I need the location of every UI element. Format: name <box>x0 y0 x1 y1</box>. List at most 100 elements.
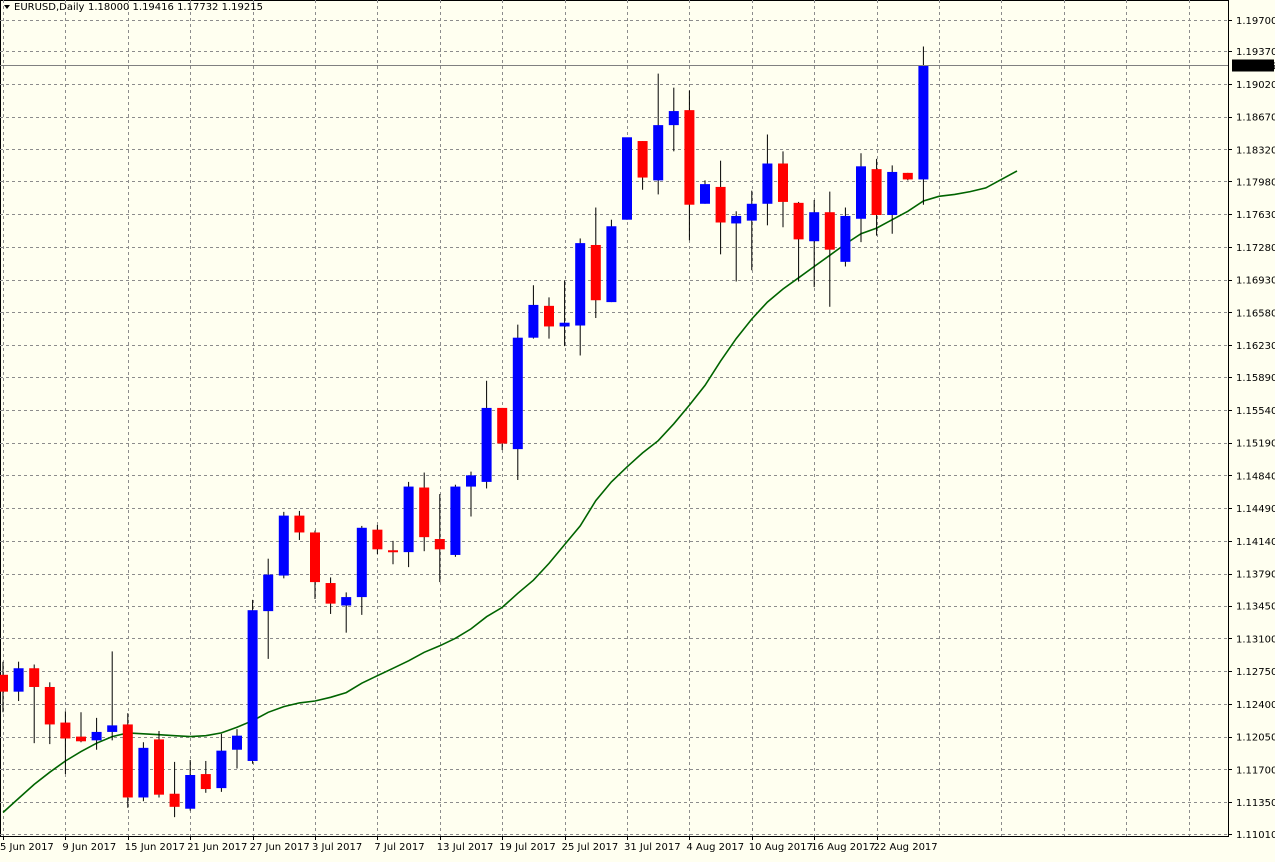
y-tick-label: 1.12750 <box>1236 667 1275 678</box>
candle-body-bear <box>497 407 508 444</box>
candle <box>809 200 820 288</box>
candle <box>0 661 8 713</box>
y-tick-label: 1.18320 <box>1236 145 1275 156</box>
candle-body-bull <box>263 574 274 612</box>
candle-body-bull <box>512 337 523 450</box>
candle <box>497 407 508 451</box>
y-tick-label: 1.11350 <box>1236 798 1275 809</box>
candle-body-bull <box>138 747 149 798</box>
y-tick-label: 1.15890 <box>1236 373 1275 384</box>
candle-body-bull <box>809 212 820 242</box>
x-tick-label: 15 Jun 2017 <box>125 842 185 853</box>
candle <box>762 134 773 226</box>
y-tick-label: 1.12050 <box>1236 733 1275 744</box>
candle-body-bull <box>731 215 742 224</box>
candle <box>263 558 274 659</box>
candle <box>700 180 710 204</box>
candle <box>544 297 554 339</box>
candle-body-bear <box>310 532 320 583</box>
candle-body-bull <box>91 731 102 741</box>
candle <box>216 733 227 792</box>
candle-body-bull <box>575 243 586 326</box>
candle-body-bear <box>294 515 305 533</box>
candle <box>590 207 601 319</box>
candle-body-bull <box>762 163 773 204</box>
candle <box>856 153 866 243</box>
x-tick-label: 19 Jul 2017 <box>499 842 556 853</box>
candle-body-bull <box>216 750 227 789</box>
candle-body-bull <box>403 486 414 553</box>
candle <box>278 511 289 579</box>
candle <box>122 713 133 808</box>
dropdown-arrow-icon[interactable] <box>4 5 10 9</box>
candle-body-bear <box>824 212 835 250</box>
x-tick-label: 21 Jun 2017 <box>187 842 247 853</box>
x-tick-label: 13 Jul 2017 <box>437 842 494 853</box>
y-tick-label: 1.17980 <box>1236 177 1275 188</box>
candle <box>138 742 149 802</box>
candle <box>434 494 445 583</box>
chart-header: EURUSD,Daily 1.18000 1.19416 1.17732 1.1… <box>4 2 263 13</box>
candle <box>715 160 726 255</box>
y-tick-label: 1.14490 <box>1236 504 1275 515</box>
candle-body-bull <box>247 610 258 761</box>
candle <box>232 729 242 769</box>
candle <box>185 760 196 811</box>
candle <box>388 540 398 565</box>
candle <box>372 524 383 555</box>
candle <box>310 530 320 599</box>
y-tick-label: 1.13100 <box>1236 634 1275 645</box>
candle-body-bear <box>372 529 383 550</box>
candle <box>559 280 570 347</box>
candle <box>419 472 430 552</box>
candle-body-bull <box>232 735 242 750</box>
y-tick-label: 1.11010 <box>1236 830 1275 841</box>
candle <box>606 219 617 303</box>
candle-body-bull <box>746 203 757 221</box>
candle-body-bull <box>481 407 492 482</box>
candle-body-bull <box>341 597 352 606</box>
candle-body-bull <box>450 486 461 555</box>
candle <box>824 191 835 307</box>
candle-body-bear <box>60 722 71 739</box>
y-tick-label: 1.19370 <box>1236 47 1275 58</box>
candle-body-bull <box>356 527 367 598</box>
y-tick-label: 1.13790 <box>1236 570 1275 581</box>
candle-body-bull <box>840 215 851 262</box>
y-tick-label: 1.14140 <box>1236 537 1275 548</box>
candle-body-bear <box>637 141 648 178</box>
x-tick-label: 9 Jun 2017 <box>62 842 116 853</box>
candle-body-bear <box>169 793 180 807</box>
x-tick-label: 10 Aug 2017 <box>749 842 813 853</box>
candle-body-bull <box>918 65 929 180</box>
plot-frame <box>0 0 1229 837</box>
candle-body-bull <box>185 775 196 809</box>
candle-body-bull <box>856 166 866 219</box>
candle-body-bull <box>700 184 710 204</box>
candle-body-bull <box>107 725 118 732</box>
candles-layer <box>0 46 929 818</box>
candle-body-bull <box>668 111 679 126</box>
candle-body-bear <box>419 487 430 538</box>
x-tick-label: 31 Jul 2017 <box>624 842 681 853</box>
candle <box>466 471 476 517</box>
current-price-label: 1.19215 <box>1232 59 1275 73</box>
y-tick-label: 1.12400 <box>1236 700 1275 711</box>
candle-body-bear <box>590 244 601 301</box>
candle <box>356 525 367 615</box>
y-tick-label: 1.17630 <box>1236 210 1275 221</box>
candle-body-bear <box>122 724 133 798</box>
candle-body-bear <box>44 686 55 725</box>
candle <box>902 172 913 181</box>
y-tick-label: 1.13450 <box>1236 602 1275 613</box>
candle <box>575 238 586 356</box>
candle <box>918 46 929 205</box>
y-tick-label: 1.14840 <box>1236 471 1275 482</box>
candle-body-bull <box>887 171 898 216</box>
x-tick-label: 4 Aug 2017 <box>686 842 744 853</box>
candle-body-bear <box>778 163 788 202</box>
candle-body-bear <box>793 202 804 240</box>
candle <box>76 712 86 743</box>
candle <box>44 682 55 745</box>
